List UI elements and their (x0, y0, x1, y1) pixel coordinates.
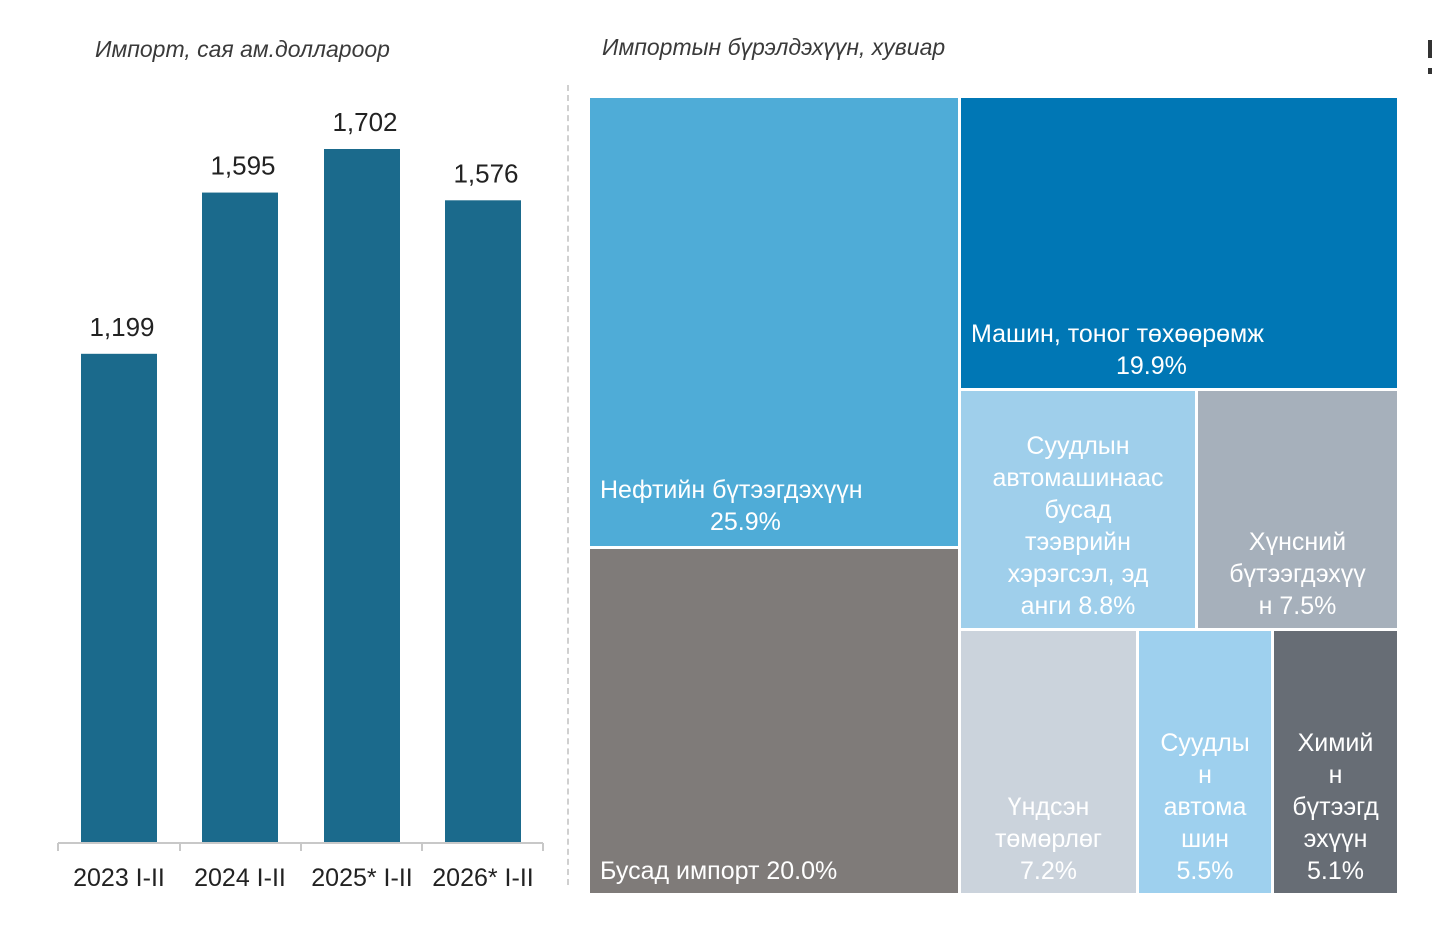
chart-divider (567, 85, 569, 885)
tile-label: Бусад импорт 20.0% (600, 857, 838, 885)
tile-label-line: хэрэгсэл, эд (1007, 560, 1149, 588)
treemap-tile-food: Хүнсний бүтээгдэхүү н 7.5% (1198, 391, 1397, 628)
x-tick-label: 2025* I-II (311, 864, 412, 892)
treemap-title: Импортын бүрэлдэхүүн, хувиар (602, 34, 946, 60)
bar-2024 I-II (202, 192, 278, 842)
bar-chart-title: Импорт, сая ам.доллароор (95, 36, 390, 62)
tile-label-line: төмөрлөг (994, 825, 1103, 853)
bar-value-label: 1,199 (89, 312, 154, 342)
treemap-tile-petroleum: Нефтийн бүтээгдэхүүн 25.9% (590, 98, 958, 546)
tile-label-line: Үндсэн (1007, 793, 1090, 821)
tile-label-line: Хүнсний (1248, 528, 1347, 556)
tile-label-line: бүтээгдэхүү (1229, 560, 1366, 588)
bar-value-label: 1,702 (332, 107, 397, 137)
treemap-tile-machinery: Машин, тоног төхөөрөмж 19.9% (961, 98, 1397, 388)
tile-label-line: н (1198, 761, 1212, 789)
tile-label-line: 5.1% (1307, 857, 1364, 885)
treemap-tile-passenger-cars: Суудлы н автома шин 5.5% (1139, 631, 1271, 893)
tile-percent: 25.9% (710, 508, 781, 536)
treemap-tile-base-metals: Үндсэн төмөрлөг 7.2% (961, 631, 1136, 893)
x-tick-label: 2024 I-II (194, 864, 286, 892)
edge-clipped-text (1428, 40, 1432, 86)
bar-2023 I-II (81, 353, 157, 842)
tile-label-line: Суудлы (1160, 729, 1250, 757)
tile-label-line: автомашинаас (992, 464, 1164, 492)
bar-2026* I-II (445, 200, 521, 843)
tile-label-line: Химий (1297, 729, 1374, 757)
x-tick-label: 2026* I-II (432, 864, 533, 892)
tile-label-line: тээврийн (1025, 528, 1131, 556)
bar-value-label: 1,576 (453, 158, 518, 188)
bar-chart: 1,199 2023 I-II 1,595 2024 I-II 1,702 2025* I… (57, 107, 544, 892)
x-tick-label: 2023 I-II (73, 864, 165, 892)
bar-value-label: 1,595 (210, 151, 275, 181)
tile-label-line: эхүүн (1303, 825, 1368, 853)
tile-label-line: шин (1181, 825, 1229, 853)
tile-label-line: Суудлын (1026, 432, 1130, 460)
tile-label-line: анги 8.8% (1020, 592, 1136, 620)
bar-2025* I-II (324, 149, 400, 842)
tile-label: Нефтийн бүтээгдэхүүн (600, 476, 863, 504)
tile-label-line: автома (1163, 793, 1247, 821)
tile-percent: 19.9% (1116, 352, 1187, 380)
tile-label-line: н (1328, 761, 1343, 789)
treemap-tile-other-imports: Бусад импорт 20.0% (590, 549, 958, 893)
tile-label-line: 7.2% (1020, 857, 1077, 885)
tile-label-line: 5.5% (1176, 857, 1234, 885)
tile-label-line: н 7.5% (1258, 592, 1337, 620)
treemap-tile-chemicals: Химий н бүтээгд эхүүн 5.1% (1274, 631, 1397, 893)
tile-label: Машин, тоног төхөөрөмж (971, 320, 1264, 348)
tile-label-line: бүтээгд (1292, 793, 1379, 821)
treemap-tile-other-vehicles: Суудлын автомашинаас бусад тээврийн хэрэ… (961, 391, 1195, 628)
tile-label-line: бусад (1044, 496, 1112, 524)
